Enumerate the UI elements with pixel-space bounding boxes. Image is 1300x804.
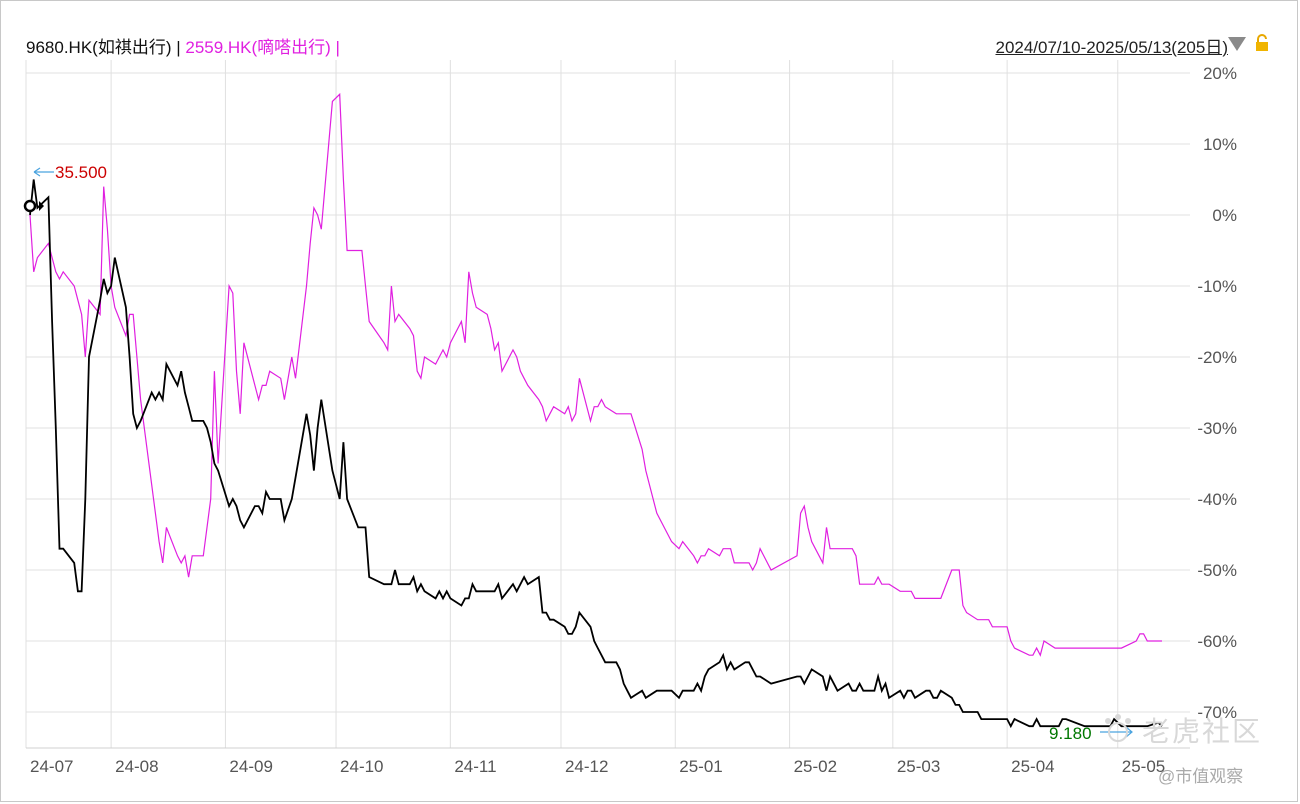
x-tick-label: 25-04 (1011, 757, 1054, 776)
x-tick-label: 24-07 (30, 757, 73, 776)
grid-lines (25, 60, 1190, 749)
x-tick-label: 24-08 (115, 757, 158, 776)
y-tick-label: 0% (1212, 206, 1237, 225)
triangle-down-icon[interactable] (1228, 37, 1246, 51)
x-tick-label: 25-01 (679, 757, 722, 776)
x-tick-label: 25-02 (794, 757, 837, 776)
start-price-annotation: 35.500 (33, 163, 107, 182)
y-tick-label: -10% (1197, 277, 1237, 296)
end-price-label: 9.180 (1049, 724, 1092, 743)
series-header: 9680.HK(如祺出行) | 2559.HK(嘀嗒出行) | (26, 33, 340, 57)
watermark-text: 老虎社区 (1142, 716, 1263, 747)
series2-line (29, 92, 1162, 657)
x-tick-label: 24-11 (454, 757, 496, 776)
series2-label[interactable]: 2559.HK(嘀嗒出行) | (185, 38, 340, 57)
y-axis-ticks: 20% 10% 0% -10% -20% -30% -40% -50% -60% -70% (1197, 64, 1237, 722)
series1-line (29, 179, 1163, 729)
x-tick-label: 25-03 (897, 757, 940, 776)
start-marker (23, 199, 44, 213)
watermark-author: @市值观察 (1158, 767, 1244, 786)
y-tick-label: -20% (1197, 348, 1237, 367)
x-tick-label: 24-10 (340, 757, 383, 776)
x-axis-ticks: 24-07 24-08 24-09 24-10 24-11 24-12 25-01 25-02… (30, 757, 1165, 776)
x-tick-label: 24-09 (229, 757, 272, 776)
y-tick-label: 10% (1203, 135, 1237, 154)
y-tick-label: -60% (1197, 632, 1237, 651)
y-tick-label: -70% (1197, 703, 1237, 722)
y-tick-label: 20% (1203, 64, 1237, 83)
y-tick-label: -40% (1197, 490, 1237, 509)
y-tick-label: -30% (1197, 419, 1237, 438)
padlock-open-icon[interactable] (1254, 34, 1270, 52)
tiger-paw-icon (1105, 714, 1131, 742)
series1-label[interactable]: 9680.HK(如祺出行) | (26, 38, 181, 57)
x-tick-label: 24-12 (565, 757, 608, 776)
date-range-selector[interactable]: 2024/07/10-2025/05/13(205日) (995, 38, 1228, 57)
y-tick-label: -50% (1197, 561, 1237, 580)
x-tick-label: 25-05 (1122, 757, 1165, 776)
start-price-label: 35.500 (55, 163, 107, 182)
